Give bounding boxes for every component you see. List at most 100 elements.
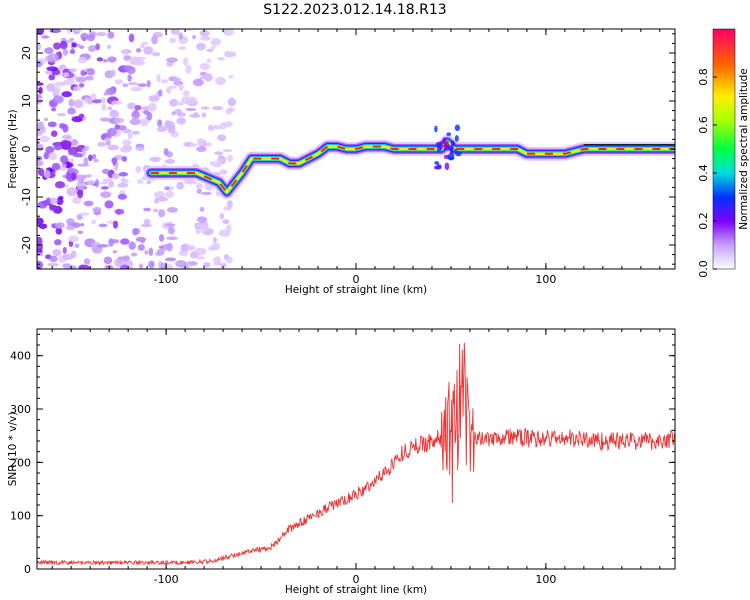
heatmap-y-label: Frequency (Hz) (7, 109, 19, 188)
noise-blob (206, 142, 212, 147)
noise-blob (108, 238, 114, 247)
noise-blob (192, 78, 204, 87)
noise-blob (90, 93, 97, 101)
noise-blob (151, 35, 158, 45)
noise-blob (213, 151, 224, 155)
noise-blob (91, 219, 96, 225)
noise-blob (122, 83, 129, 88)
noise-blob (192, 34, 197, 40)
y-tick-label: -10 (20, 188, 33, 206)
noise-blob (68, 68, 78, 73)
noise-blob (135, 165, 142, 174)
noise-blob (111, 173, 120, 180)
noise-blob (164, 186, 170, 191)
noise-blob (180, 244, 189, 252)
noise-blob (222, 219, 230, 225)
noise-blob (92, 153, 97, 160)
noise-blob (45, 146, 55, 154)
noise-blob (222, 148, 233, 153)
noise-blob (96, 57, 103, 62)
noise-blob (87, 98, 94, 105)
noise-blob (128, 82, 139, 86)
noise-blob (185, 64, 192, 74)
noise-blob (195, 228, 202, 235)
noise-blob (146, 80, 151, 88)
noise-blob (117, 182, 129, 188)
noise-blob (67, 158, 75, 163)
noise-blob (38, 86, 43, 95)
noise-blob (74, 29, 83, 33)
noise-blob (52, 95, 64, 104)
noise-blob (100, 186, 109, 190)
noise-blob (78, 212, 90, 216)
noise-blob (206, 48, 214, 52)
noise-blob (112, 220, 119, 229)
noise-blob (143, 207, 152, 212)
noise-blob (54, 222, 65, 229)
noise-blob (101, 168, 110, 175)
noise-blob (37, 121, 45, 131)
noise-blob (211, 242, 221, 251)
noise-blob (156, 74, 161, 83)
noise-blob (72, 196, 82, 205)
noise-blob (128, 241, 136, 250)
noise-blob (37, 243, 43, 252)
noise-blob (196, 146, 207, 153)
ridge-turbulence (455, 151, 462, 157)
noise-blob (135, 56, 147, 61)
noise-blob (114, 208, 125, 215)
noise-blob (228, 74, 234, 79)
noise-blob (135, 236, 147, 243)
noise-blob (171, 111, 176, 116)
noise-blob (69, 49, 76, 55)
noise-blob (63, 72, 70, 78)
noise-blob (96, 244, 109, 248)
ridge-turbulence (446, 132, 452, 137)
noise-blob (219, 213, 224, 220)
noise-blob (166, 207, 178, 213)
noise-blob (195, 183, 203, 190)
ridge-turbulence (454, 124, 461, 132)
noise-blob (135, 146, 145, 152)
noise-blob (127, 132, 133, 140)
y-tick-label: 100 (10, 510, 31, 523)
noise-blob (206, 58, 212, 63)
noise-blob (98, 223, 108, 228)
colorbar-tick-label: 0.0 (697, 260, 710, 278)
noise-blob (149, 156, 161, 162)
ridge-turbulence (439, 141, 443, 146)
noise-blob (134, 104, 142, 111)
noise-blob (67, 107, 76, 115)
noise-blob (225, 224, 232, 233)
noise-blob (154, 191, 166, 199)
noise-blob (37, 144, 44, 152)
noise-blob (120, 238, 130, 245)
y-tick-label: 0 (24, 563, 31, 576)
noise-blob (170, 29, 180, 36)
x-tick-label: 100 (535, 273, 556, 286)
noise-blob (176, 102, 184, 106)
noise-blob (74, 174, 86, 181)
noise-blob (75, 43, 81, 48)
noise-blob (60, 139, 72, 149)
noise-blob (107, 31, 115, 39)
noise-blob (62, 246, 67, 254)
noise-blob (101, 102, 107, 111)
noise-blob (152, 208, 159, 213)
noise-blob (111, 157, 118, 164)
noise-blob (37, 140, 40, 145)
noise-blob (49, 255, 58, 263)
noise-blob (120, 178, 130, 184)
noise-blob (169, 85, 177, 89)
noise-blob (166, 242, 173, 252)
noise-blob (185, 107, 197, 112)
noise-blob (224, 121, 233, 128)
noise-blob (84, 75, 94, 81)
noise-blob (175, 260, 187, 268)
noise-blob (223, 206, 229, 211)
noise-blob (181, 96, 190, 104)
noise-blob (100, 191, 112, 198)
noise-blob (95, 32, 107, 37)
